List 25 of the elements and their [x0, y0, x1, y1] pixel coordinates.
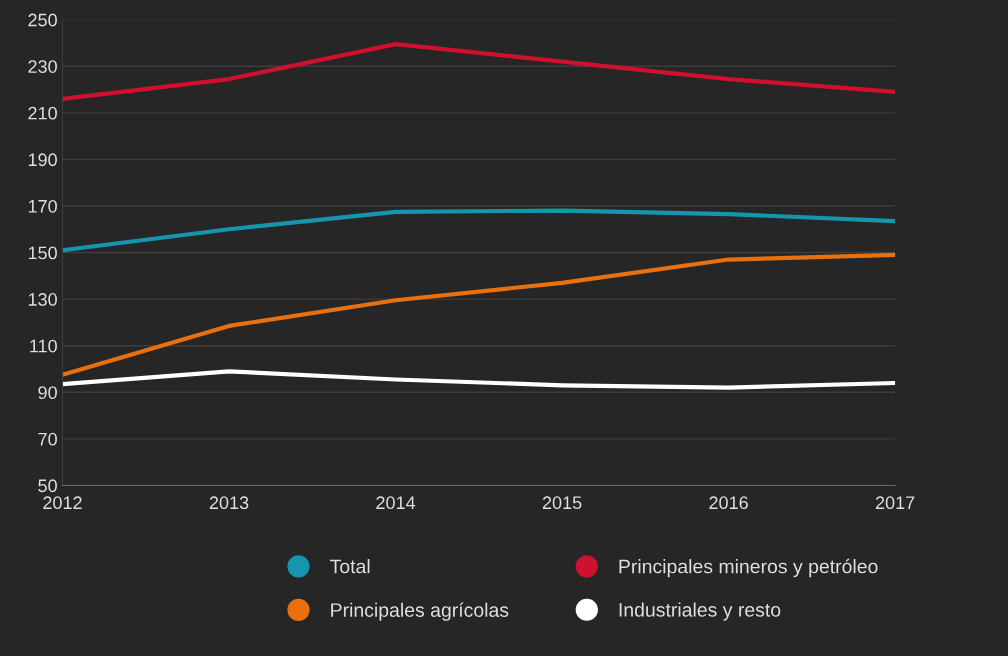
- legend-label: Principales agrícolas: [331, 602, 509, 621]
- y-tick-label: 190: [28, 153, 57, 167]
- x-tick-label: 2012: [43, 496, 82, 510]
- line-series: [62, 252, 896, 377]
- y-tick-label: 210: [28, 106, 57, 120]
- y-tick-label: 170: [28, 199, 57, 213]
- y-tick-label: 130: [28, 293, 57, 306]
- y-tick-label: 250: [28, 13, 57, 27]
- y-tick-label: 50: [38, 479, 57, 493]
- x-tick-label: 2015: [542, 496, 582, 510]
- x-tick-label: 2017: [875, 496, 915, 510]
- y-tick-label: 110: [30, 339, 57, 353]
- x-tick-label: 2016: [709, 496, 748, 510]
- legend-label: Total: [330, 559, 370, 574]
- legend-label: Principales mineros y petróleo: [619, 558, 878, 578]
- y-tick-label: 150: [28, 246, 57, 260]
- line-series: [62, 369, 896, 390]
- x-tick-label: 2014: [376, 496, 416, 510]
- x-tick-label: 2013: [209, 496, 249, 510]
- y-tick-label: 70: [38, 432, 57, 446]
- legend-label: Industriales y resto: [619, 602, 781, 621]
- line-series: [62, 208, 896, 253]
- line-series: [62, 42, 896, 101]
- y-tick-label: 90: [38, 386, 57, 400]
- y-tick-label: 230: [28, 60, 57, 73]
